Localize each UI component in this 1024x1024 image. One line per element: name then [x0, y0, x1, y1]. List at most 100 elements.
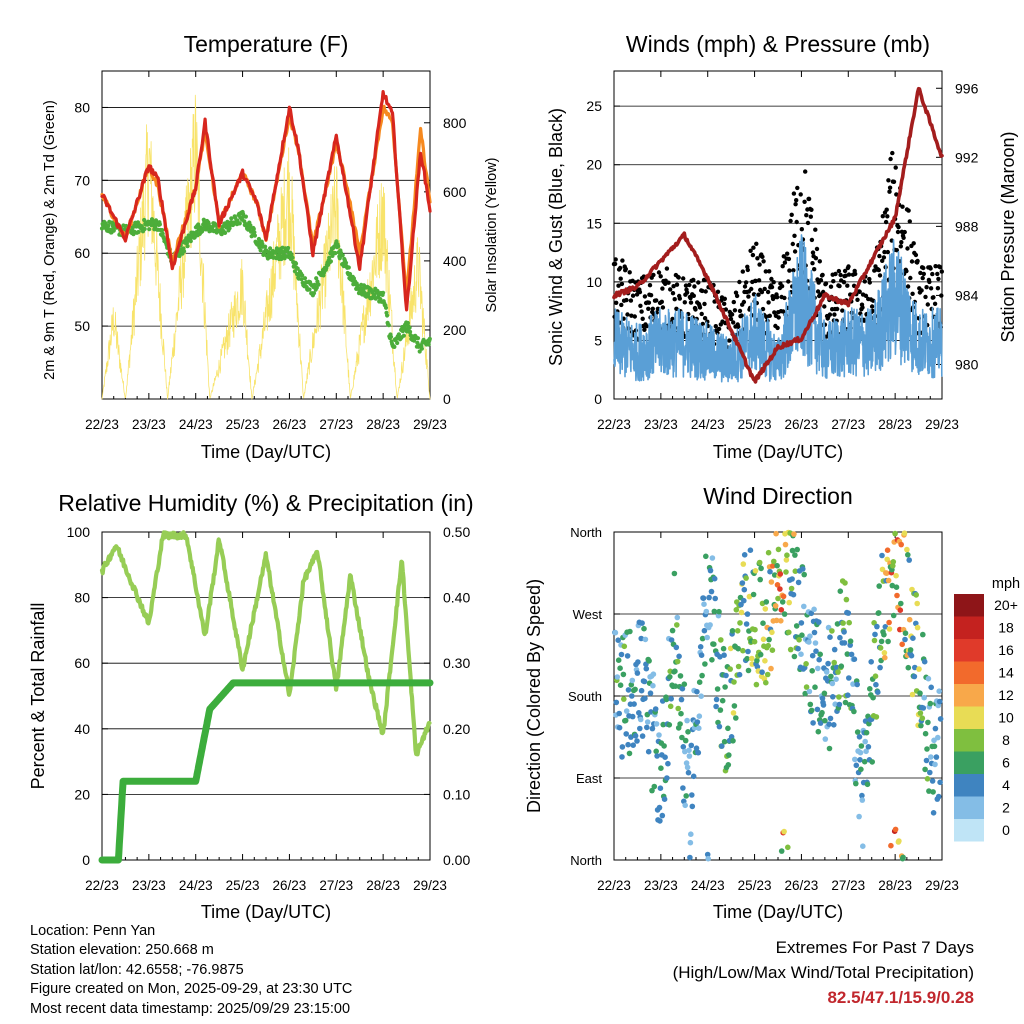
gust-point	[658, 274, 663, 279]
direction-point	[905, 664, 912, 671]
dewpoint-point	[300, 273, 305, 278]
gust-point	[630, 293, 636, 298]
gust-point	[884, 207, 889, 212]
gust-point	[739, 313, 744, 318]
direction-point	[709, 555, 716, 561]
dewpoint-point	[307, 287, 312, 292]
gust-point	[620, 258, 625, 263]
direction-point	[613, 699, 620, 706]
gust-point	[785, 251, 790, 256]
direction-point	[713, 703, 719, 710]
wind-xtick-label: 29/23	[925, 417, 959, 432]
rh-xtick-label: 25/23	[226, 878, 260, 893]
direction-point	[810, 720, 816, 726]
wind-y2tick-label: 984	[955, 287, 979, 303]
gust-point	[935, 271, 940, 277]
temp-y2tick-label: 800	[443, 115, 467, 131]
gust-point	[729, 312, 735, 317]
direction-point	[700, 595, 707, 601]
gust-point	[769, 284, 775, 290]
dewpoint-point	[136, 229, 141, 235]
direction-point	[622, 717, 629, 724]
gust-point	[623, 266, 628, 272]
direction-point	[709, 657, 715, 663]
gust-point	[895, 229, 901, 235]
direction-point	[736, 671, 743, 678]
direction-point	[920, 705, 927, 711]
direction-point	[835, 669, 841, 675]
gust-point	[927, 279, 932, 285]
direction-point	[719, 743, 725, 749]
direction-point	[711, 641, 717, 647]
wind-xtick-label: 25/23	[738, 417, 772, 432]
direction-point	[811, 629, 818, 636]
dewpoint-point	[343, 260, 349, 265]
gust-point	[700, 321, 705, 327]
direction-point	[663, 696, 670, 703]
direction-point	[733, 607, 740, 613]
direction-point	[876, 583, 882, 589]
direction-point	[739, 580, 746, 586]
gust-point	[676, 275, 681, 280]
direction-point	[893, 572, 899, 579]
gust-point	[614, 300, 619, 305]
direction-point	[661, 743, 667, 749]
gust-point	[691, 293, 696, 298]
direction-point	[664, 775, 670, 781]
direction-point	[843, 596, 850, 603]
station-info: Location: Penn Yan Station elevation: 25…	[30, 922, 352, 1019]
gust-point	[687, 282, 692, 288]
direction-point	[828, 673, 834, 680]
temp-xtick-label: 29/23	[413, 417, 447, 432]
direction-point	[624, 653, 631, 659]
direction-point	[694, 688, 700, 695]
direction-point	[703, 608, 710, 615]
gust-point	[814, 246, 820, 252]
direction-point	[863, 729, 870, 736]
direction-point	[885, 577, 892, 584]
direction-point	[892, 826, 899, 833]
gust-point	[915, 258, 920, 264]
temp-y2tick-label: 200	[443, 322, 467, 338]
direction-point	[627, 628, 633, 635]
humidity-plot-area: 22/23 23/23 24/23 25/23 26/23 27/23 28/23 29/23…	[67, 524, 471, 893]
dir-xtick-label: 26/23	[785, 878, 819, 893]
rh-xtick-label: 24/23	[179, 878, 213, 893]
rh-ytick-label: 20	[74, 786, 90, 802]
dir-xtick-label: 22/23	[597, 878, 631, 893]
gust-point	[660, 286, 665, 291]
gust-point	[782, 295, 787, 301]
direction-point	[842, 699, 849, 706]
direction-point	[626, 750, 633, 757]
gust-point	[802, 199, 807, 204]
humidity-line	[99, 530, 432, 757]
gust-point	[900, 204, 905, 209]
gust-point	[846, 264, 851, 269]
gust-point	[674, 282, 680, 287]
gust-point	[683, 283, 689, 288]
gust-point	[817, 259, 822, 264]
direction-point	[847, 638, 854, 644]
direction-point	[665, 760, 671, 767]
direction-point	[854, 681, 860, 688]
direction-point	[707, 622, 713, 628]
dewpoint-point	[426, 342, 431, 347]
direction-point	[848, 651, 855, 658]
temp-xtick-label: 24/23	[179, 417, 213, 432]
wind-y2tick-label: 992	[955, 149, 979, 165]
gust-point	[682, 300, 687, 305]
gust-point	[731, 299, 736, 305]
dewpoint-point	[243, 214, 248, 219]
direction-point	[890, 612, 897, 619]
direction-point	[771, 558, 777, 565]
direction-point	[641, 678, 648, 685]
gust-point	[818, 278, 824, 283]
direction-point	[717, 654, 723, 660]
direction-point	[786, 629, 792, 636]
direction-point	[716, 723, 723, 730]
direction-point	[857, 749, 864, 756]
station-latlon: Station lat/lon: 42.6558; -76.9875	[30, 961, 244, 978]
direction-point	[863, 748, 869, 755]
direction-point	[833, 676, 839, 682]
gust-point	[654, 298, 659, 303]
